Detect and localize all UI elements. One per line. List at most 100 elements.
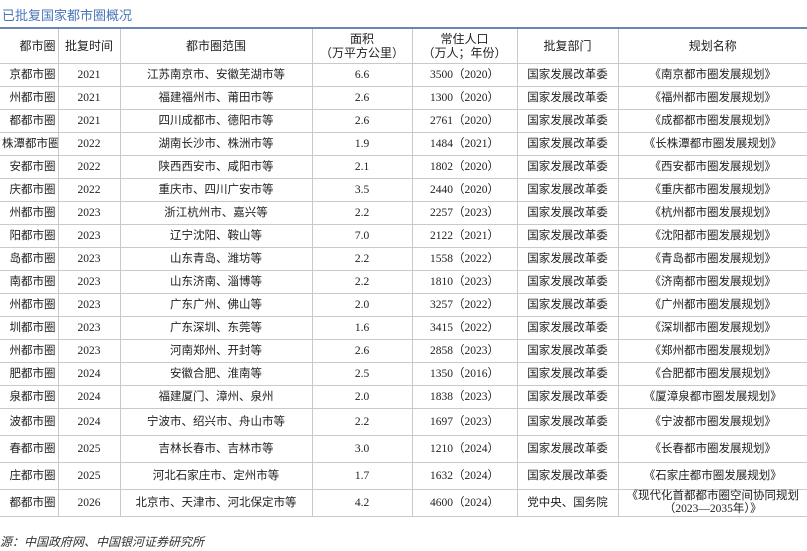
table-cell: 国家发展改革委 — [517, 339, 619, 363]
table-row: 京都市圈 2021 江苏南京市、安徽芜湖市等 6.6 3500（2020） 国家发展改革委… — [0, 63, 807, 87]
table-cell: 河南郑州、开封等 — [120, 339, 313, 363]
table-cell: 2021 — [58, 86, 121, 110]
header-cell: 批复部门 — [517, 28, 619, 64]
table-cell: 3257（2022） — [412, 293, 518, 317]
table-cell: 2122（2021） — [412, 224, 518, 248]
table-cell: 2025 — [58, 462, 121, 490]
table-cell: 国家发展改革委 — [517, 132, 619, 156]
table-row: 州都市圈 2023 广东广州、佛山等 2.0 3257（2022） 国家发展改革委 《广州都… — [0, 293, 807, 317]
table-cell: 《合肥都市圈发展规划》 — [618, 362, 807, 386]
table-cell: 1350（2016） — [412, 362, 518, 386]
table-cell: 岛都市圈 — [0, 247, 59, 271]
table-cell: 国家发展改革委 — [517, 316, 619, 340]
table-cell: 肥都市圈 — [0, 362, 59, 386]
table: 都市圈 批复时间 都市圈范围 面积 （万平方公里） 常住人口 （万人；年份） 批复部门 规划… — [0, 27, 807, 517]
table-cell: 2026 — [58, 489, 121, 517]
table-cell: 2.2 — [312, 270, 413, 294]
table-cell: 2022 — [58, 132, 121, 156]
table-cell: 安都市圈 — [0, 155, 59, 179]
table-row: 波都市圈 2024 宁波市、绍兴市、舟山市等 2.2 1697（2023） 国家发展改革委… — [0, 408, 807, 436]
table-cell: 2023 — [58, 224, 121, 248]
table-cell: 浙江杭州市、嘉兴等 — [120, 201, 313, 225]
table-cell: 国家发展改革委 — [517, 362, 619, 386]
table-cell: 1.9 — [312, 132, 413, 156]
table-cell: 广东广州、佛山等 — [120, 293, 313, 317]
table-cell: 州都市圈 — [0, 86, 59, 110]
header-row: 都市圈 批复时间 都市圈范围 面积 （万平方公里） 常住人口 （万人；年份） 批复部门 规划… — [0, 28, 807, 64]
table-title: 已批复国家都市圈概况 — [2, 8, 133, 23]
table-cell: 都都市圈 — [0, 489, 59, 517]
header-cell: 都市圈 — [0, 28, 59, 64]
table-cell: 庄都市圈 — [0, 462, 59, 490]
table-cell: 《宁波都市圈发展规划》 — [618, 408, 807, 436]
table-cell: 《福州都市圈发展规划》 — [618, 86, 807, 110]
table-cell: 3.5 — [312, 178, 413, 202]
table-cell: 2024 — [58, 408, 121, 436]
table-cell: 2.0 — [312, 293, 413, 317]
table-cell: 2023 — [58, 201, 121, 225]
table-cell: 国家发展改革委 — [517, 270, 619, 294]
table-cell: 江苏南京市、安徽芜湖市等 — [120, 63, 313, 87]
table-cell: 3500（2020） — [412, 63, 518, 87]
table-cell: 《西安都市圈发展规划》 — [618, 155, 807, 179]
table-cell: 国家发展改革委 — [517, 86, 619, 110]
table-cell: 2022 — [58, 178, 121, 202]
table-cell: 州都市圈 — [0, 339, 59, 363]
table-cell: 《石家庄都市圈发展规划》 — [618, 462, 807, 490]
table-cell: 1.7 — [312, 462, 413, 490]
table-cell: 湖南长沙市、株洲市等 — [120, 132, 313, 156]
table-cell: 《沈阳都市圈发展规划》 — [618, 224, 807, 248]
table-cell: 党中央、国务院 — [517, 489, 619, 517]
table-cell: 7.0 — [312, 224, 413, 248]
table-cell: 1558（2022） — [412, 247, 518, 271]
table-cell: 国家发展改革委 — [517, 408, 619, 436]
table-cell: 1810（2023） — [412, 270, 518, 294]
table-cell: 广东深圳、东莞等 — [120, 316, 313, 340]
table-cell: 宁波市、绍兴市、舟山市等 — [120, 408, 313, 436]
table-cell: 4.2 — [312, 489, 413, 517]
table-cell: 1.6 — [312, 316, 413, 340]
table-cell: 山东青岛、潍坊等 — [120, 247, 313, 271]
table-cell: 《成都都市圈发展规划》 — [618, 109, 807, 133]
table-cell: 阳都市圈 — [0, 224, 59, 248]
table-row: 南都市圈 2023 山东济南、淄博等 2.2 1810（2023） 国家发展改革委 《济南都… — [0, 270, 807, 294]
table-cell: 《郑州都市圈发展规划》 — [618, 339, 807, 363]
table-cell: 3.0 — [312, 435, 413, 463]
table-cell: 都都市圈 — [0, 109, 59, 133]
table-cell: 2.0 — [312, 385, 413, 409]
table-cell: 陕西西安市、咸阳市等 — [120, 155, 313, 179]
table-cell: 2.1 — [312, 155, 413, 179]
table-cell: 福建厦门、漳州、泉州 — [120, 385, 313, 409]
table-cell: 2021 — [58, 63, 121, 87]
table-cell: 波都市圈 — [0, 408, 59, 436]
header-cell: 规划名称 — [618, 28, 807, 64]
table-cell: 《南京都市圈发展规划》 — [618, 63, 807, 87]
table-cell: 南都市圈 — [0, 270, 59, 294]
header-cell: 常住人口 （万人；年份） — [412, 28, 518, 64]
table-cell: 河北石家庄市、定州市等 — [120, 462, 313, 490]
table-cell: 安徽合肥、淮南等 — [120, 362, 313, 386]
table-cell: 重庆市、四川广安市等 — [120, 178, 313, 202]
table-cell: 福建福州市、莆田市等 — [120, 86, 313, 110]
table-cell: 国家发展改革委 — [517, 435, 619, 463]
table-cell: 山东济南、淄博等 — [120, 270, 313, 294]
table-cell: 2023 — [58, 316, 121, 340]
table-cell: 1210（2024） — [412, 435, 518, 463]
table-cell: 四川成都市、德阳市等 — [120, 109, 313, 133]
table-cell: 国家发展改革委 — [517, 63, 619, 87]
table-cell: 2761（2020） — [412, 109, 518, 133]
table-cell: 春都市圈 — [0, 435, 59, 463]
table-row: 安都市圈 2022 陕西西安市、咸阳市等 2.1 1802（2020） 国家发展改革委 《西… — [0, 155, 807, 179]
table-cell: 国家发展改革委 — [517, 462, 619, 490]
header-cell: 面积 （万平方公里） — [312, 28, 413, 64]
table-cell: 2023 — [58, 339, 121, 363]
table-cell: 1802（2020） — [412, 155, 518, 179]
table-row: 岛都市圈 2023 山东青岛、潍坊等 2.2 1558（2022） 国家发展改革委 《青岛都… — [0, 247, 807, 271]
table-cell: 1484（2021） — [412, 132, 518, 156]
table-cell: 2024 — [58, 385, 121, 409]
table-row: 州都市圈 2023 浙江杭州市、嘉兴等 2.2 2257（2023） 国家发展改革委 《杭州… — [0, 201, 807, 225]
table-cell: 《青岛都市圈发展规划》 — [618, 247, 807, 271]
table-row: 春都市圈 2025 吉林长春市、吉林市等 3.0 1210（2024） 国家发展改革委 《长… — [0, 435, 807, 463]
table-cell: 3415（2022） — [412, 316, 518, 340]
